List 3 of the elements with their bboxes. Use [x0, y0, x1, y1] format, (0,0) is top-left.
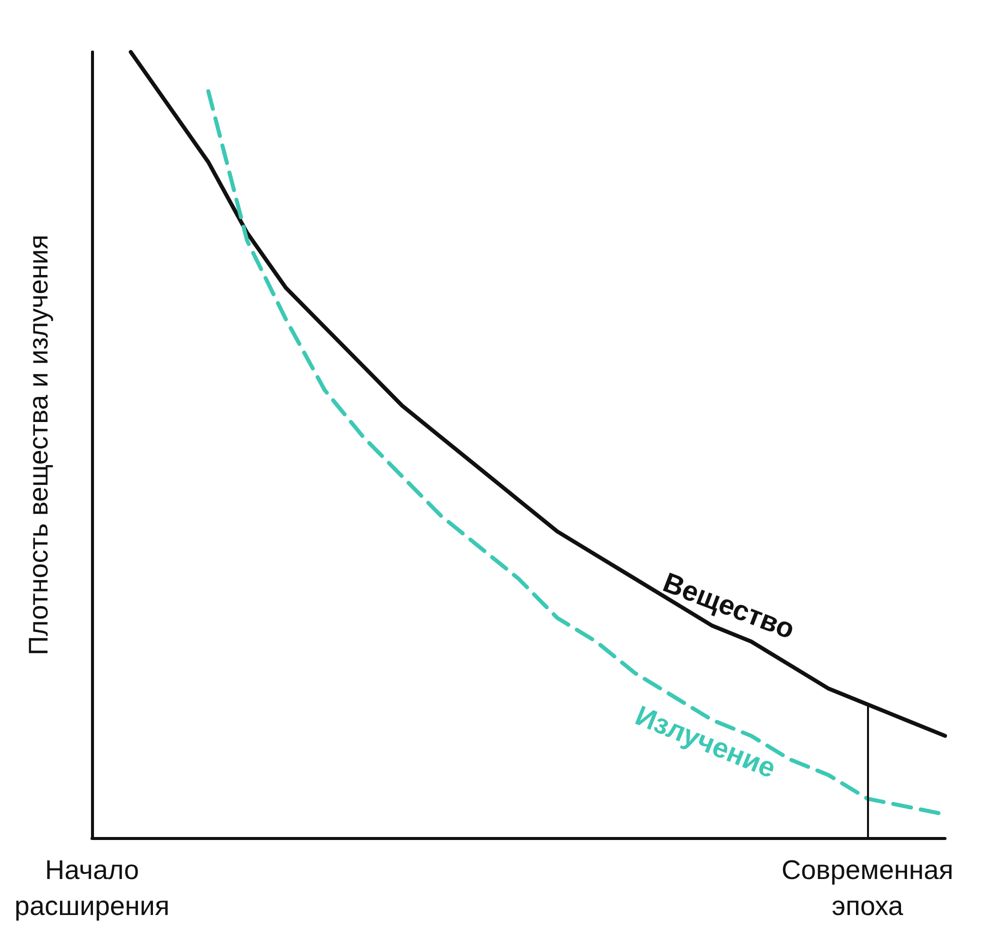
x-tick-label: Современная эпоха [781, 855, 954, 921]
x-tick-label: Начало расширения [14, 855, 170, 921]
y-axis-title: Плотность вещества и излучения [24, 234, 54, 656]
